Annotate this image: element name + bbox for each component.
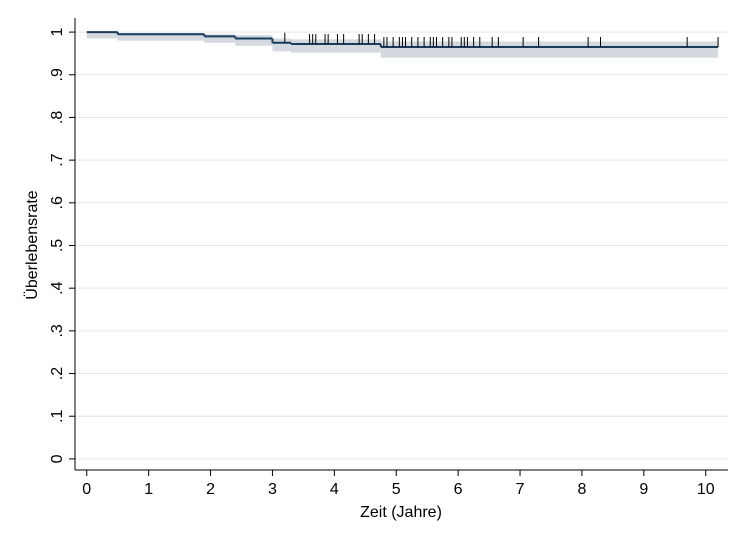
x-tick-label: 9: [639, 481, 648, 498]
y-tick-label: 0: [49, 454, 66, 463]
y-tick-label: .8: [49, 111, 66, 124]
confidence-band: [117, 32, 205, 41]
confidence-band: [291, 39, 381, 53]
confidence-band: [380, 41, 719, 58]
x-tick-label: 8: [577, 481, 586, 498]
y-tick-label: .4: [49, 281, 66, 294]
confidence-band: [204, 34, 236, 43]
y-tick-label: 1: [49, 28, 66, 37]
y-axis-label: Überlebensrate: [23, 190, 41, 300]
y-tick-label: .1: [49, 409, 66, 422]
x-tick-label: 6: [454, 481, 463, 498]
confidence-band: [272, 38, 292, 52]
x-tick-label: 7: [516, 481, 525, 498]
y-tick-label: .9: [49, 68, 66, 81]
x-axis-label: Zeit (Jahre): [360, 504, 442, 521]
x-tick-label: 1: [144, 481, 153, 498]
y-tick-label: .3: [49, 324, 66, 337]
x-tick-label: 0: [82, 481, 91, 498]
y-tick-label: .6: [49, 196, 66, 209]
x-tick-label: 5: [392, 481, 401, 498]
x-tick-label: 4: [330, 481, 339, 498]
x-tick-label: 3: [268, 481, 277, 498]
y-tick-label: .5: [49, 239, 66, 252]
x-tick-label: 10: [697, 481, 715, 498]
x-tick-label: 2: [206, 481, 215, 498]
y-tick-label: .2: [49, 367, 66, 380]
confidence-band: [86, 32, 118, 39]
confidence-band: [235, 35, 273, 46]
y-tick-label: .7: [49, 153, 66, 166]
